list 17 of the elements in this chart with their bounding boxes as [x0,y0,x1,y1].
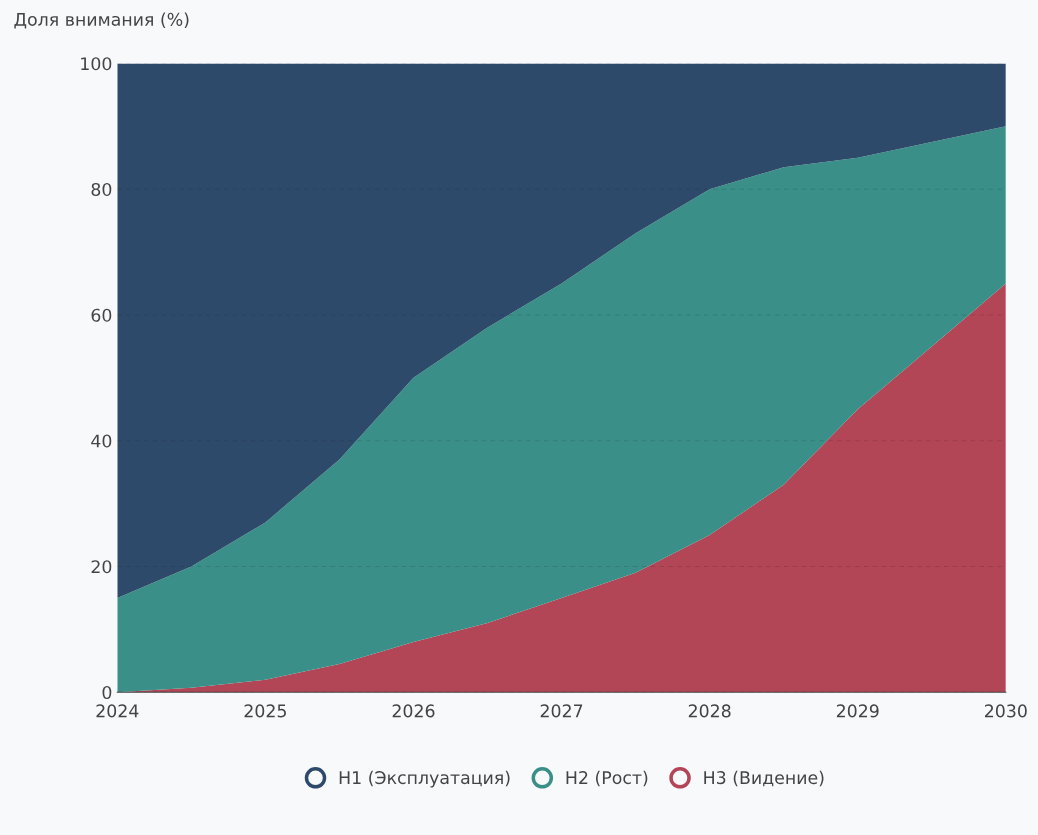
y-tick-label: 80 [91,182,112,197]
y-tick-label: 100 [81,57,112,71]
x-tick-label: 2028 [688,704,731,718]
y-tick-label: 20 [91,560,112,574]
x-tick-label: 2025 [244,704,286,718]
legend-label: H1 (Эксплуатация) [339,770,510,788]
legend-label: H3 (Видение) [704,770,824,787]
legend-label: H2 (Рост) [566,770,648,787]
x-tick-label: 2026 [392,704,435,718]
x-tick-label: 2030 [985,704,1027,718]
y-axis-title: Доля внимания (%) [14,12,189,29]
y-tick-label: 0 [102,685,112,700]
y-tick-label: 40 [91,434,112,448]
x-tick-label: 2029 [836,704,879,718]
x-tick-label: 2024 [96,704,139,718]
y-tick-label: 60 [91,308,112,322]
x-tick-label: 2027 [540,704,583,718]
